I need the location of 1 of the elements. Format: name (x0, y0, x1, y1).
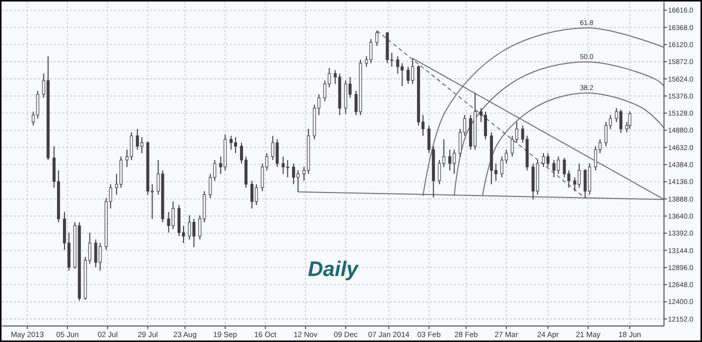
text: Daily (308, 258, 360, 281)
